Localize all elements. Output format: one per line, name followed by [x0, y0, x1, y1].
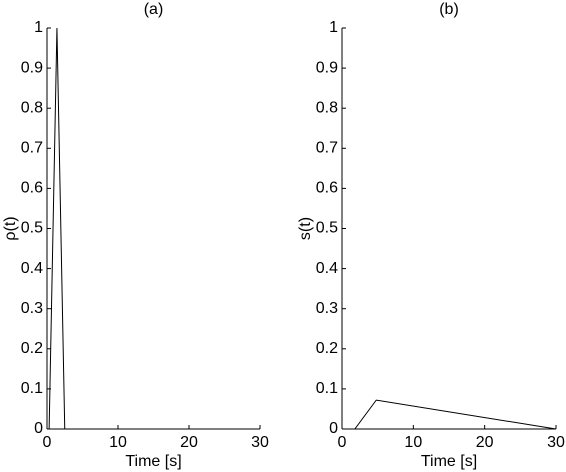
x-tick-label: 20	[476, 434, 494, 451]
y-tick-label: 0.1	[21, 380, 43, 397]
y-tick-label: 0.8	[21, 99, 43, 116]
y-tick-label: 0.2	[316, 340, 338, 357]
x-tick-label: 10	[404, 434, 422, 451]
y-tick-label: 0.4	[21, 260, 43, 277]
x-tick-label: 30	[547, 434, 565, 451]
y-tick-label: 0.7	[316, 140, 338, 157]
y-tick-label: 0.7	[21, 140, 43, 157]
y-tick-label: 0.3	[21, 300, 43, 317]
x-tick-label: 20	[180, 434, 198, 451]
y-tick-label: 0.2	[21, 340, 43, 357]
y-tick-label: 0.4	[316, 260, 338, 277]
y-tick-label: 0.1	[316, 380, 338, 397]
chart-title: (a)	[144, 1, 164, 18]
x-tick-label: 30	[251, 434, 269, 451]
x-tick-label: 0	[338, 434, 347, 451]
y-tick-label: 1	[34, 19, 43, 36]
chart-title: (b)	[439, 1, 459, 18]
y-axis-label: s(t)	[297, 217, 314, 240]
y-tick-label: 1	[329, 19, 338, 36]
y-tick-label: 0.3	[316, 300, 338, 317]
y-tick-label: 0.6	[316, 180, 338, 197]
y-axis-label: ρ(t)	[2, 216, 19, 240]
y-tick-label: 0.9	[21, 59, 43, 76]
y-tick-label: 0	[34, 420, 43, 437]
x-tick-label: 10	[109, 434, 127, 451]
y-tick-label: 0.5	[316, 220, 338, 237]
x-axis-label: Time [s]	[125, 453, 181, 470]
y-tick-label: 0.9	[316, 59, 338, 76]
y-tick-label: 0.5	[21, 220, 43, 237]
y-tick-label: 0	[329, 420, 338, 437]
x-axis-label: Time [s]	[421, 453, 477, 470]
y-tick-label: 0.6	[21, 180, 43, 197]
data-line	[48, 27, 260, 430]
y-tick-label: 0.8	[316, 99, 338, 116]
x-tick-label: 0	[43, 434, 52, 451]
data-line	[342, 399, 557, 430]
